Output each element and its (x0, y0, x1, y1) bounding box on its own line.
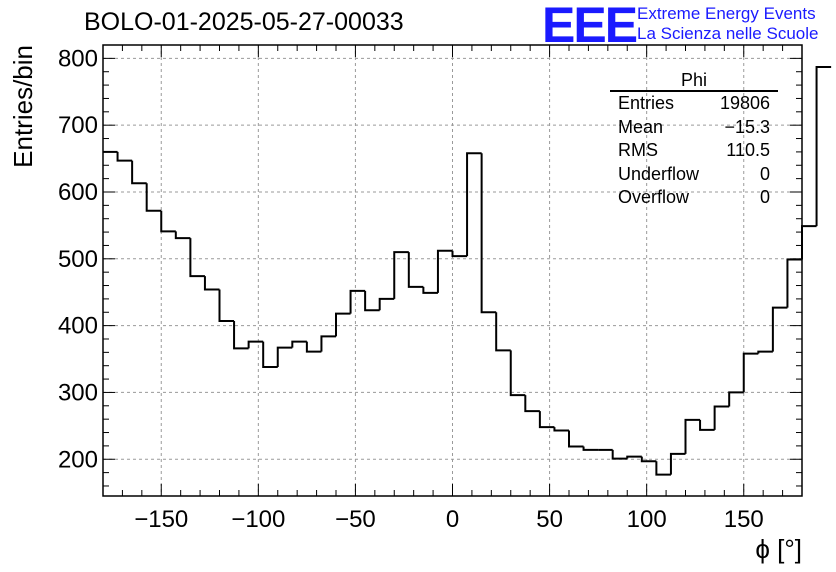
y-axis-label: Entries/bin (8, 45, 38, 168)
x-tick-label: −150 (134, 506, 188, 533)
stats-label: RMS (618, 140, 658, 160)
histogram-bin (771, 306, 788, 352)
histogram-bin (538, 411, 555, 429)
histogram-bin (611, 449, 628, 460)
histogram-bin (669, 452, 686, 475)
stats-label: Mean (618, 116, 664, 137)
chart-title: BOLO-01-2025-05-27-00033 (84, 8, 404, 36)
histogram-bin (801, 225, 817, 260)
y-tick-label: 200 (58, 446, 98, 473)
stats-value: −15.3 (724, 116, 770, 137)
stats-row: Overflow 0 (610, 186, 778, 210)
y-tick-label: 600 (58, 179, 98, 206)
stats-box: Phi Entries 19806 Mean −15.3 RMS 110.5 U… (610, 70, 778, 210)
histogram-bin (189, 238, 205, 278)
histogram-bin (174, 231, 191, 240)
histogram-bin (466, 152, 482, 257)
histogram-bin (247, 340, 264, 349)
histogram-bin (218, 289, 235, 322)
plot-frame (102, 44, 803, 497)
histogram-bin (131, 160, 147, 185)
histogram-bin (335, 312, 351, 337)
y-tick-label: 800 (58, 45, 98, 72)
histogram-bin (364, 290, 380, 312)
stats-label: Underflow (618, 163, 700, 184)
stats-row: Underflow 0 (610, 163, 778, 187)
histogram-bin (349, 289, 366, 314)
logo-line-2: La Scienza nelle Scuole (637, 24, 819, 43)
histogram-bin (145, 183, 162, 212)
stats-value: 19806 (719, 93, 770, 113)
histogram-bin (291, 340, 307, 348)
stats-label: Overflow (618, 187, 690, 207)
histogram-bin (436, 249, 453, 293)
histogram-bin (160, 210, 176, 233)
histogram-bin (553, 427, 569, 432)
histogram-bin (480, 153, 497, 314)
y-tick-label: 300 (58, 379, 98, 406)
stats-label: Entries (618, 93, 675, 113)
histogram-bin (422, 286, 438, 294)
histogram-bin (742, 352, 759, 393)
histogram-bin (582, 446, 599, 451)
stats-value: 0 (759, 163, 770, 184)
histogram-bin (276, 346, 293, 368)
histogram-bin (305, 341, 322, 353)
x-axis-label: ϕ [°] (755, 534, 802, 564)
histogram-bin (407, 252, 424, 288)
x-tick-label: −100 (231, 506, 285, 533)
x-tick-label: 100 (627, 506, 667, 533)
histogram-bin (233, 320, 249, 350)
histogram-bin (451, 250, 468, 258)
histogram-bin (640, 456, 657, 463)
histogram-bin (203, 276, 220, 291)
stats-value: 0 (759, 187, 770, 207)
histogram-bin (568, 430, 584, 448)
histogram-bin (262, 341, 278, 369)
histogram-bin (713, 405, 730, 430)
histogram-bin (626, 455, 642, 459)
stats-row: Entries 19806 (610, 92, 778, 116)
histogram-bin (116, 151, 133, 162)
histogram-bin (509, 350, 526, 397)
y-tick-label: 400 (58, 313, 98, 340)
histogram-bin (728, 391, 744, 407)
eee-logo: EEE (542, 0, 638, 53)
histogram-bin (757, 350, 773, 354)
y-tick-label: 500 (58, 246, 98, 273)
histogram-bin (495, 312, 511, 352)
stats-row: RMS 110.5 (610, 139, 778, 163)
histogram-bin (524, 395, 540, 413)
x-tick-label: 50 (536, 506, 563, 533)
histogram-bin (655, 461, 671, 476)
y-tick-label: 700 (58, 112, 98, 139)
x-tick-label: 0 (446, 506, 459, 533)
stats-box-title: Phi (610, 70, 778, 92)
histogram-bin (684, 418, 701, 454)
histogram-bin (320, 335, 336, 352)
logo-line-1: Extreme Energy Events (637, 4, 816, 23)
stats-value: 110.5 (726, 140, 770, 160)
histogram-bin (699, 419, 715, 431)
histogram-bin (786, 258, 802, 308)
x-tick-label: −50 (335, 506, 376, 533)
histogram-bin (378, 297, 395, 311)
x-tick-label: 150 (724, 506, 764, 533)
histogram-bin (393, 251, 409, 299)
histogram-bin (815, 66, 832, 227)
stats-row: Mean −15.3 (610, 116, 778, 140)
